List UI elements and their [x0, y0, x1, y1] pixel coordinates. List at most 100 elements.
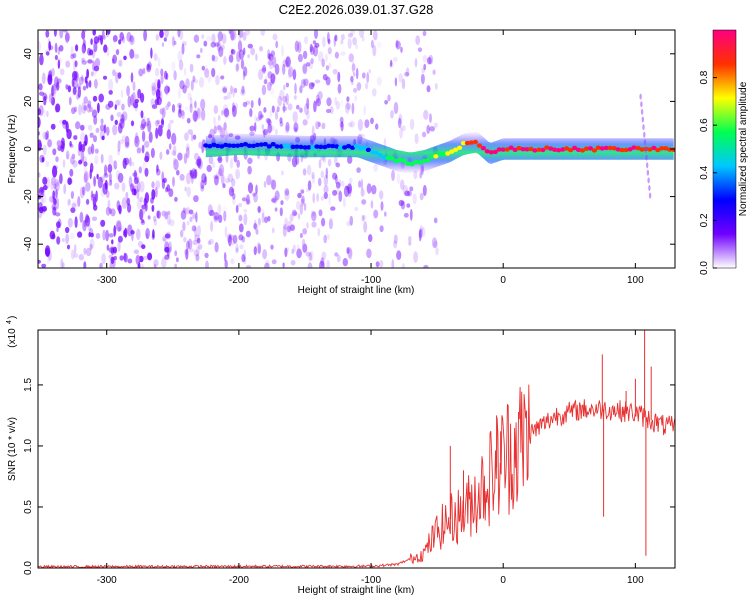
noise-cell — [346, 96, 350, 103]
noise-cell — [218, 164, 225, 177]
ridge-cell — [449, 149, 455, 154]
noise-cell — [267, 49, 271, 60]
noise-cell — [223, 210, 227, 222]
noise-cell — [320, 257, 325, 267]
noise-cell — [314, 79, 321, 84]
noise-cell — [222, 87, 228, 94]
noise-cell — [57, 57, 63, 64]
noise-cell — [146, 117, 150, 123]
glitch-cell — [644, 147, 647, 153]
noise-cell — [186, 186, 191, 198]
noise-cell — [429, 126, 436, 132]
ridge-cell — [207, 144, 213, 149]
noise-cell — [164, 30, 169, 38]
noise-cell — [86, 68, 89, 79]
noise-cell — [39, 91, 45, 96]
noise-cell — [243, 213, 248, 226]
noise-cell — [315, 98, 321, 107]
noise-cell — [156, 164, 159, 173]
noise-cell — [307, 180, 312, 191]
noise-cell — [195, 253, 200, 262]
noise-cell — [139, 208, 144, 221]
noise-cell — [400, 200, 406, 210]
ridge-cell — [238, 142, 245, 148]
noise-cell — [84, 76, 88, 84]
noise-cell — [232, 234, 238, 244]
noise-cell — [230, 158, 233, 169]
noise-cell — [284, 125, 290, 134]
noise-cell — [133, 53, 140, 59]
noise-cell — [143, 197, 147, 206]
noise-cell — [93, 204, 98, 211]
noise-cell — [208, 155, 214, 165]
noise-cell — [253, 222, 258, 230]
noise-cell — [312, 210, 316, 217]
noise-cell — [236, 159, 240, 168]
noise-cell — [195, 110, 199, 117]
noise-cell — [159, 30, 164, 39]
noise-cell — [100, 38, 104, 46]
noise-cell — [98, 93, 104, 103]
noise-cell — [165, 84, 169, 96]
noise-cell — [226, 91, 232, 100]
noise-cell — [192, 110, 198, 122]
noise-cell — [271, 179, 277, 190]
noise-cell — [319, 260, 325, 268]
noise-cell — [252, 192, 256, 197]
noise-cell — [131, 229, 134, 242]
ridge-cell — [575, 147, 582, 152]
noise-cell — [417, 47, 423, 52]
noise-cell — [140, 110, 144, 119]
noise-cell — [433, 122, 438, 128]
noise-cell — [286, 225, 291, 233]
noise-cell — [409, 186, 414, 192]
noise-cell — [144, 121, 149, 127]
colorbar-tick-label: 0.4 — [699, 165, 710, 179]
noise-cell — [74, 60, 78, 68]
noise-cell — [325, 108, 332, 114]
noise-cell — [182, 84, 187, 94]
noise-cell — [192, 75, 196, 83]
ridge-cell — [203, 143, 209, 148]
ridge-cell — [504, 147, 510, 152]
snr-multiplier-base: (x10 — [7, 328, 18, 348]
noise-cell — [223, 107, 230, 118]
noise-cell — [93, 135, 97, 143]
ridge-cell — [583, 146, 590, 151]
noise-cell — [189, 169, 192, 176]
noise-cell — [187, 238, 193, 250]
noise-cell — [90, 232, 94, 238]
ridge-cell — [290, 144, 296, 150]
noise-cell — [173, 40, 177, 46]
noise-cell — [294, 40, 299, 53]
noise-cell — [166, 213, 171, 226]
noise-cell — [119, 139, 125, 145]
noise-cell — [343, 185, 350, 198]
noise-cell — [103, 173, 109, 178]
ridge-cell — [528, 146, 534, 152]
noise-cell — [110, 208, 116, 217]
noise-cell — [217, 168, 223, 176]
noise-cell — [300, 189, 305, 194]
noise-cell — [157, 124, 163, 137]
noise-cell — [233, 154, 238, 163]
noise-cell — [151, 104, 158, 109]
noise-cell — [144, 155, 150, 163]
noise-cell — [370, 39, 374, 49]
noise-cell — [249, 125, 255, 132]
noise-cell — [62, 159, 66, 168]
noise-cell — [58, 45, 64, 52]
ridge-cell — [231, 143, 237, 148]
noise-cell — [192, 134, 197, 140]
ridge-cell — [417, 160, 423, 165]
noise-cell — [74, 71, 79, 82]
noise-cell — [351, 81, 354, 86]
noise-cell — [132, 81, 136, 91]
noise-cell — [348, 248, 353, 260]
noise-cell — [168, 219, 175, 227]
ridge-cell — [306, 145, 312, 150]
noise-cell — [257, 205, 261, 213]
noise-cell — [240, 89, 246, 96]
noise-cell — [67, 85, 72, 93]
